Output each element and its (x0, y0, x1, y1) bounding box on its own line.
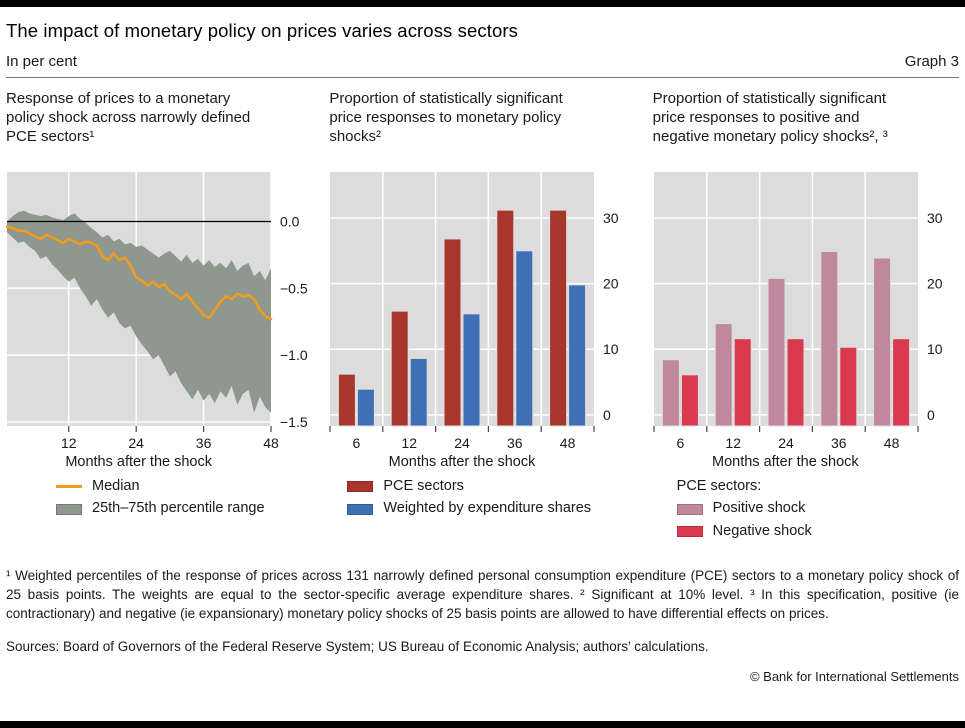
panel-title: Proportion of statistically significant … (329, 90, 563, 146)
percentile-band-swatch (56, 503, 82, 515)
svg-text:10: 10 (927, 341, 943, 357)
pce-sectors-swatch (347, 481, 374, 493)
legend-significant: PCE sectors Weighted by expenditure shar… (347, 478, 635, 518)
legend-label-percentile-band: 25th–75th percentile range (92, 500, 265, 517)
graph-title: The impact of monetary policy on prices … (6, 20, 518, 41)
svg-text:6: 6 (676, 435, 684, 451)
svg-text:36: 36 (831, 435, 847, 451)
svg-text:0: 0 (603, 407, 611, 423)
svg-text:−1.0: −1.0 (280, 347, 308, 363)
svg-text:10: 10 (603, 341, 619, 357)
panel-response-line: Response of prices to a monetary policy … (6, 89, 312, 540)
subtitle-row: In per cent Graph 3 (6, 53, 959, 70)
legend-label-median: Median (92, 478, 140, 494)
response-line-chart: 12 24 36 48 0.0 −0.5 −1.0 −1.5 (6, 172, 308, 451)
significant-bar-chart: 6 12 24 36 48 0 10 20 30 (329, 172, 619, 451)
bottom-rule-bar (0, 721, 965, 728)
copyright-text: © Bank for International Settlements (749, 668, 959, 684)
legend-label-positive-shock: Positive shock (712, 500, 806, 517)
svg-text:24: 24 (128, 435, 144, 451)
median-line-swatch (56, 485, 82, 489)
legend-row-negative-shock: Negative shock (676, 522, 959, 540)
svg-text:24: 24 (455, 435, 471, 451)
top-rule-bar (0, 0, 965, 7)
x-axis-label: Months after the shock (388, 454, 536, 470)
svg-text:−1.5: −1.5 (280, 414, 308, 430)
footnotes-text: ¹ Weighted percentiles of the response o… (6, 568, 959, 621)
svg-text:48: 48 (560, 435, 576, 451)
legend-title: PCE sectors: (676, 478, 762, 494)
panel-significant-bars: Proportion of statistically significant … (329, 89, 635, 540)
x-axis-label: Months after the shock (65, 454, 212, 470)
negative-shock-swatch (676, 525, 703, 537)
legend-label-weighted: Weighted by expenditure shares (383, 500, 592, 517)
legend-label-pce-sectors: PCE sectors (383, 478, 464, 494)
weighted-swatch (347, 503, 374, 515)
svg-text:20: 20 (603, 276, 619, 292)
svg-text:12: 12 (402, 435, 418, 451)
panel-grid: Response of prices to a monetary policy … (6, 89, 959, 540)
svg-text:12: 12 (61, 435, 77, 451)
legend-row-pce-sectors: PCE sectors (347, 478, 635, 495)
svg-text:30: 30 (927, 210, 943, 226)
header-rule (6, 77, 959, 78)
legend-row-weighted: Weighted by expenditure shares (347, 500, 635, 517)
panel-pos-neg-bars: Proportion of statistically significant … (653, 89, 959, 540)
svg-text:12: 12 (725, 435, 741, 451)
svg-text:6: 6 (353, 435, 361, 451)
svg-text:36: 36 (507, 435, 523, 451)
legend-pos-neg: PCE sectors: Positive shock Negative sho… (676, 478, 959, 540)
legend-row-percentile-band: 25th–75th percentile range (56, 500, 312, 517)
pos-neg-bar-chart: 6 12 24 36 48 0 10 20 30 (653, 172, 943, 451)
panel-title: Proportion of statistically significant … (652, 90, 888, 146)
panel-title: Response of prices to a monetary policy … (6, 90, 251, 146)
svg-text:48: 48 (883, 435, 899, 451)
svg-text:20: 20 (927, 276, 943, 292)
legend-row-positive-shock: Positive shock (676, 500, 959, 517)
svg-text:48: 48 (263, 435, 279, 451)
positive-shock-swatch (676, 503, 703, 515)
legend-response: Median 25th–75th percentile range (56, 478, 312, 518)
svg-text:0.0: 0.0 (280, 213, 300, 229)
svg-text:−0.5: −0.5 (280, 280, 308, 296)
sources-text: Sources: Board of Governors of the Feder… (6, 638, 709, 654)
graph-content: The impact of monetary policy on prices … (6, 20, 959, 684)
legend-row-median: Median (56, 478, 312, 495)
svg-text:0: 0 (927, 407, 935, 423)
units-label: In per cent (6, 53, 77, 70)
legend-label-negative-shock: Negative shock (712, 522, 812, 539)
svg-text:24: 24 (778, 435, 794, 451)
x-axis-label: Months after the shock (711, 454, 859, 470)
svg-text:36: 36 (196, 435, 212, 451)
svg-text:30: 30 (603, 210, 619, 226)
graph-number: Graph 3 (904, 53, 959, 70)
